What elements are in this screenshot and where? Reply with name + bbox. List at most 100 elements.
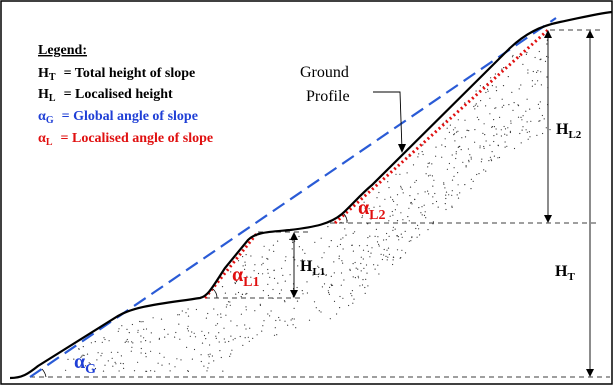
soil-dot: [484, 134, 486, 136]
soil-dot: [423, 214, 426, 216]
soil-dot: [476, 173, 478, 176]
soil-dot: [338, 255, 340, 257]
soil-dot: [467, 148, 469, 150]
soil-dot: [81, 355, 83, 357]
ground-profile-callout: Ground Profile: [300, 64, 350, 105]
soil-dot: [132, 342, 134, 344]
soil-dot: [246, 275, 248, 277]
soil-dot: [457, 146, 459, 148]
soil-dot: [396, 194, 399, 196]
soil-dot: [242, 256, 244, 258]
soil-dot: [150, 332, 152, 334]
soil-dot: [529, 136, 531, 138]
soil-dot: [236, 325, 238, 327]
soil-dot: [176, 358, 178, 360]
soil-dot: [521, 119, 523, 121]
soil-dot: [382, 213, 384, 215]
soil-dot: [418, 153, 420, 155]
soil-dot: [385, 255, 387, 257]
soil-dot: [494, 107, 496, 109]
soil-dot: [419, 234, 421, 236]
soil-dot: [185, 312, 187, 314]
soil-dot: [364, 292, 366, 294]
soil-dot: [365, 264, 368, 266]
soil-dot: [110, 351, 112, 353]
soil-dot: [120, 362, 122, 364]
soil-dot: [517, 105, 520, 107]
soil-dot: [193, 348, 196, 351]
soil-dot: [400, 257, 402, 259]
soil-dot: [200, 360, 202, 363]
soil-dot: [519, 132, 521, 135]
soil-dot: [350, 292, 352, 295]
soil-dot: [267, 272, 269, 274]
soil-dot: [453, 175, 455, 177]
soil-dot: [456, 194, 458, 196]
alpha-l1-arc: [212, 288, 218, 299]
soil-dot: [259, 304, 261, 306]
soil-dot: [276, 334, 278, 336]
soil-dot: [387, 247, 390, 249]
soil-dot: [254, 264, 256, 266]
soil-dot: [503, 125, 505, 128]
soil-dot: [284, 280, 286, 282]
soil-dot: [259, 303, 261, 305]
soil-dot: [518, 88, 520, 90]
soil-dot: [131, 323, 133, 326]
soil-dot: [401, 249, 403, 251]
soil-dot: [525, 110, 527, 112]
soil-dot: [277, 240, 279, 242]
soil-dot: [123, 367, 125, 369]
soil-dot: [78, 348, 80, 350]
soil-dot: [247, 336, 249, 338]
soil-dot: [124, 341, 126, 343]
soil-dot: [329, 318, 331, 320]
soil-dot: [485, 140, 487, 142]
soil-dot: [408, 207, 410, 209]
soil-dot: [387, 256, 389, 258]
soil-dot: [503, 104, 505, 106]
soil-dot: [414, 198, 416, 200]
soil-dot: [501, 106, 503, 108]
soil-dot: [267, 258, 269, 260]
soil-dot: [497, 157, 499, 159]
soil-dot: [446, 127, 448, 129]
soil-dot: [145, 370, 147, 372]
soil-dot: [493, 140, 495, 143]
soil-dot: [292, 241, 294, 244]
soil-dot: [257, 272, 260, 275]
soil-dot: [400, 212, 402, 214]
soil-dot: [509, 130, 511, 132]
soil-dot: [412, 164, 415, 166]
soil-dot: [261, 330, 263, 332]
soil-dot: [245, 328, 247, 330]
soil-dot: [387, 181, 389, 183]
soil-dot: [522, 115, 524, 117]
soil-dot: [187, 370, 189, 372]
soil-dot: [384, 198, 386, 200]
soil-dot: [444, 138, 446, 140]
soil-dot: [237, 260, 240, 262]
soil-dot: [409, 186, 412, 188]
soil-dot: [389, 215, 391, 217]
soil-dot: [549, 129, 551, 131]
soil-dot: [526, 131, 528, 133]
soil-dot: [302, 249, 304, 251]
soil-dot: [104, 338, 106, 341]
soil-dot: [481, 158, 483, 160]
soil-dot: [245, 309, 247, 311]
soil-dot: [364, 207, 366, 209]
soil-dot: [191, 331, 193, 333]
soil-dot: [451, 194, 453, 196]
soil-dot: [175, 331, 177, 334]
soil-dot: [513, 102, 515, 104]
soil-dot: [501, 98, 503, 100]
soil-dot: [394, 228, 396, 230]
soil-dot: [340, 284, 342, 286]
soil-dot: [423, 204, 425, 206]
soil-dot: [378, 245, 380, 247]
soil-dot: [262, 325, 264, 327]
soil-dot: [479, 145, 481, 147]
soil-dot: [222, 370, 224, 372]
soil-dot: [367, 223, 369, 225]
